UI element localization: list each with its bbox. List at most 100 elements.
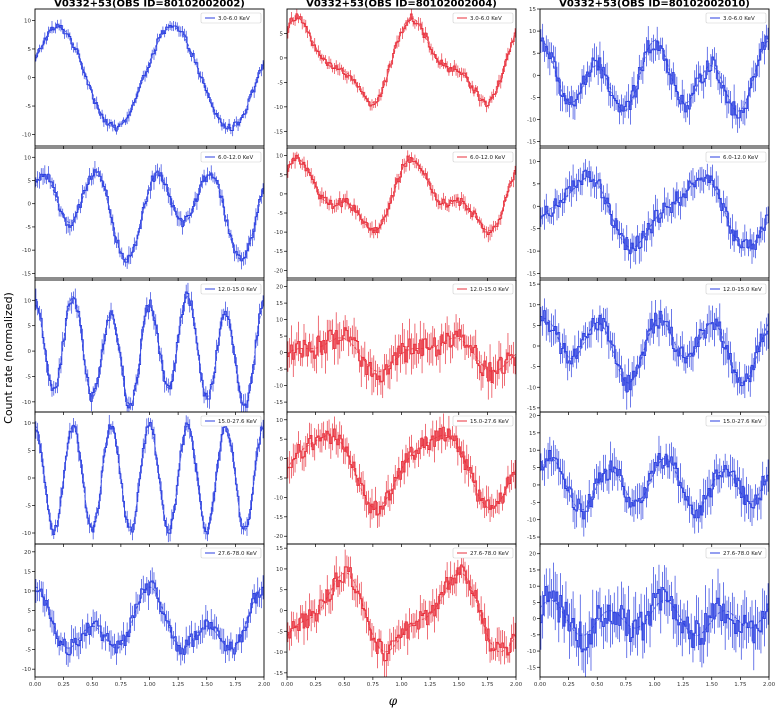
y-tick-label: 10 [276,318,283,324]
y-tick-label: -5 [531,500,537,506]
legend-entry: 12.0-15.0 KeV [723,287,762,293]
y-tick-label: -15 [274,671,283,677]
x-tick-label: 1.25 [424,682,437,688]
y-tick-label: 10 [529,448,536,454]
y-tick-label: 0 [28,76,32,82]
legend-entry: 12.0-15.0 KeV [218,287,257,293]
legend-box [452,415,514,427]
legend-entry: 27.6-78.0 KeV [218,551,257,557]
y-tick-label: -5 [26,374,32,380]
error-bars [287,549,516,677]
series-line [287,564,516,662]
y-tick-label: -5 [278,629,284,635]
y-tick-label: 10 [276,154,283,160]
y-tick-label: -5 [278,211,284,217]
y-tick-label: -5 [531,95,537,101]
y-tick-label: -10 [22,248,31,254]
series-line [287,327,516,383]
y-tick-label: -15 [274,400,283,406]
y-tick-label: -15 [527,535,536,541]
y-tick-label: -5 [531,365,537,371]
x-tick-label: 0.25 [310,682,323,688]
y-tick-label: 5 [533,600,537,606]
model-line [287,572,516,653]
legend: 15.0-27.6 KeV [705,415,767,427]
legend-box [200,283,262,295]
x-tick-label: 0.00 [534,682,547,688]
y-tick-label: -15 [274,129,283,135]
legend-box [705,415,767,427]
model-line [35,586,264,649]
y-tick-label: 0 [533,204,537,210]
legend-box [452,12,514,24]
legend-entry: 15.0-27.6 KeV [470,419,509,425]
x-tick-label: 2.00 [510,682,523,688]
x-tick-label: 2.00 [258,682,271,688]
y-tick-label: 10 [24,421,31,427]
x-tick-label: 1.25 [677,682,690,688]
legend: 12.0-15.0 KeV [200,283,262,295]
series-line [540,169,769,255]
x-tick-label: 0.25 [563,682,576,688]
legend: 27.6-78.0 KeV [705,547,767,559]
y-tick-label: -10 [527,518,536,524]
legend-box [200,547,262,559]
y-tick-label: 10 [276,418,283,424]
series-line [35,422,264,536]
y-tick-label: 0 [280,457,284,463]
model-line [35,26,264,129]
legend-entry: 6.0-12.0 KeV [470,155,505,161]
y-tick-label: 0 [28,202,32,208]
y-tick-label: 15 [529,7,536,13]
model-line [287,434,516,509]
model-line [35,296,264,407]
legend: 6.0-12.0 KeV [200,151,262,163]
axes-frame [539,543,770,678]
y-tick-label: 5 [280,31,284,37]
series-line [287,426,516,516]
y-tick-label: -10 [274,105,283,111]
y-tick-label: 5 [533,182,537,188]
y-tick-label: 20 [276,285,283,291]
y-tick-label: 15 [276,546,283,552]
panel-3-2: -15 -10 -5 0 5 10 15 20 15.0-27.6 KeV [527,411,770,547]
y-tick-label: -5 [26,648,32,654]
legend: 6.0-12.0 KeV [452,151,514,163]
y-tick-label: 10 [24,155,31,161]
panel-1-2: -15 -10 -5 0 5 10 6.0-12.0 KeV [527,147,770,281]
y-tick-label: -5 [531,227,537,233]
model-line [540,599,769,637]
model-line [287,337,516,372]
legend: 15.0-27.6 KeV [200,415,262,427]
legend-box [452,151,514,163]
y-tick-label: 15 [276,301,283,307]
legend: 3.0-6.0 KeV [200,12,262,24]
y-tick-label: -20 [274,534,283,540]
x-tick-label: 0.00 [281,682,294,688]
y-tick-label: 0 [280,192,284,198]
x-tick-label: 1.75 [229,682,242,688]
panel-2-2: -15 -10 -5 0 5 10 15 12.0-15.0 KeV [527,279,770,415]
y-tick-label: -15 [527,406,536,412]
y-tick-label: -15 [527,272,536,278]
y-tick-label: -10 [274,650,283,656]
model-line [35,174,264,260]
x-tick-label: 0.25 [58,682,71,688]
axes-frame [286,8,517,147]
y-tick-label: -15 [527,140,536,146]
panel-1-0: -15 -10 -5 0 5 10 6.0-12.0 KeV [22,147,265,281]
y-tick-label: 20 [24,550,31,556]
x-tick-label: 2.00 [763,682,776,688]
y-tick-label: 0 [533,483,537,489]
y-tick-label: -15 [274,515,283,521]
series-line [540,585,769,653]
y-tick-label: -15 [274,249,283,255]
y-tick-label: 5 [280,588,284,594]
panel-3-0: -10 -5 0 5 10 15.0-27.6 KeV [22,411,265,547]
y-tick-label: 15 [529,431,536,437]
panel-3-1: -20 -15 -10 -5 0 5 10 15.0-27.6 KeV [274,411,517,547]
x-tick-label: 1.75 [481,682,494,688]
series-line [35,169,264,263]
y-tick-label: 15 [24,569,31,575]
